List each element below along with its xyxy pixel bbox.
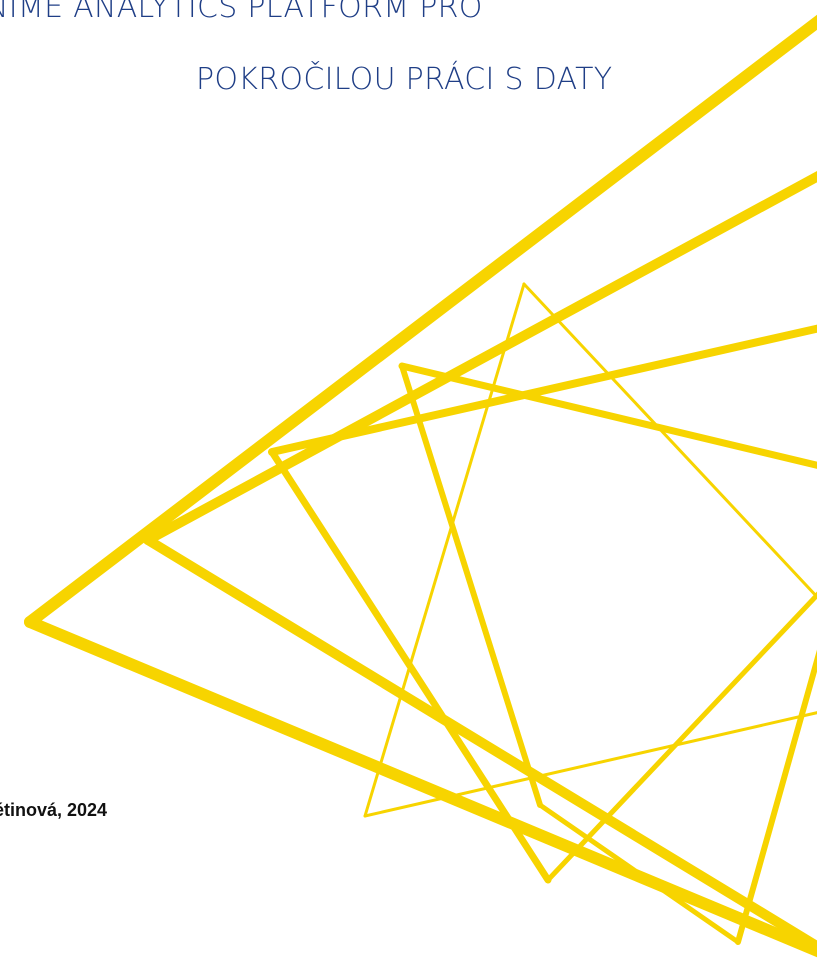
art-line (268, 324, 817, 456)
cover-title-line-1: NIME ANALYTICS PLATFORM PRO (0, 0, 483, 25)
art-line (363, 282, 526, 818)
art-line (522, 282, 817, 599)
author-year: étinová, 2024 (0, 800, 108, 820)
art-line (537, 802, 741, 945)
art-line (143, 535, 817, 953)
art-line (735, 649, 817, 945)
art-line (24, 14, 817, 628)
art-line (399, 363, 543, 808)
art-line (24, 616, 817, 958)
art-line (143, 170, 817, 545)
art-line (545, 591, 817, 883)
art-line (398, 362, 817, 469)
art-line (363, 711, 817, 818)
cover-title-line-2: POKROČILOU PRÁCI S DATY (196, 62, 613, 97)
